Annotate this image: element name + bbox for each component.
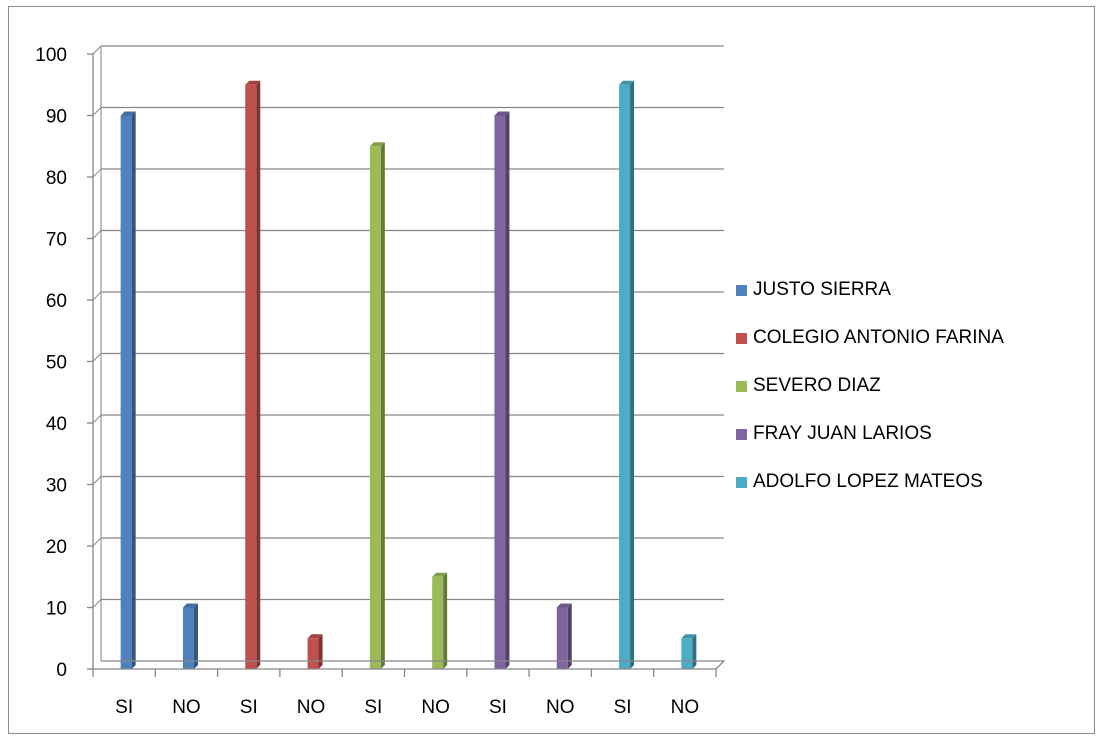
bar-5 <box>369 142 385 669</box>
legend-item-3: SEVERO DIAZ <box>736 362 1004 410</box>
tick-labels: 0 10 20 30 40 50 60 70 80 90 100 SI NO SI NO SI NO SI NO SI… <box>35 45 699 718</box>
y-tick-label-90: 90 <box>46 107 67 128</box>
x-tick-label-1: SI <box>115 697 133 718</box>
x-tick-label-3: SI <box>240 697 258 718</box>
gridline-depth-60 <box>92 291 102 301</box>
x-tick-label-6: NO <box>421 697 450 718</box>
y-tick-label-20: 20 <box>46 537 67 558</box>
y-tick-label-40: 40 <box>46 414 67 435</box>
y-tick-label-0: 0 <box>56 660 67 681</box>
bar-9 <box>619 80 635 669</box>
gridline-depth-90 <box>92 107 102 116</box>
legend-item-2: COLEGIO ANTONIO FARINA <box>736 314 1004 362</box>
gridline-depth-50 <box>92 353 102 362</box>
gridline-depth-10 <box>92 599 102 608</box>
bar-2 <box>182 603 198 669</box>
gridline-depth-80 <box>92 168 102 178</box>
y-tick-label-80: 80 <box>46 168 67 189</box>
bar-1 <box>120 111 136 669</box>
bar-3 <box>245 80 261 669</box>
bar-10 <box>681 634 697 669</box>
x-tick-label-2: NO <box>172 697 201 718</box>
gridline-depth-40 <box>92 414 102 424</box>
x-tick-label-8: NO <box>546 697 575 718</box>
legend: JUSTO SIERRA COLEGIO ANTONIO FARINA SEVE… <box>736 266 1004 506</box>
bar-6 <box>432 572 448 669</box>
gridline-depth-70 <box>92 230 102 239</box>
x-tick-label-4: NO <box>297 697 326 718</box>
legend-item-1: JUSTO SIERRA <box>736 266 1004 314</box>
legend-swatch-5 <box>736 476 747 488</box>
legend-swatch-1 <box>736 284 747 296</box>
x-tick-label-9: SI <box>614 697 632 718</box>
legend-label-5: ADOLFO LOPEZ MATEOS <box>753 471 983 492</box>
y-tick-label-30: 30 <box>46 476 67 497</box>
bar-7 <box>494 111 510 669</box>
x-tick-label-5: SI <box>364 697 382 718</box>
legend-label-4: FRAY JUAN LARIOS <box>753 423 932 444</box>
legend-label-3: SEVERO DIAZ <box>753 375 881 396</box>
gridline-depth-100 <box>92 45 102 55</box>
gridline-depth-20 <box>92 537 102 547</box>
axes <box>87 46 726 677</box>
y-tick-label-70: 70 <box>46 230 67 251</box>
y-tick-label-60: 60 <box>46 291 67 312</box>
y-tick-label-10: 10 <box>46 599 67 620</box>
x-tick-label-10: NO <box>671 697 700 718</box>
legend-swatch-4 <box>736 428 747 440</box>
y-tick-label-50: 50 <box>46 353 67 374</box>
gridline-depth-30 <box>92 476 102 485</box>
legend-label-2: COLEGIO ANTONIO FARINA <box>753 327 1004 348</box>
y-tick-label-100: 100 <box>35 45 67 66</box>
bar-8 <box>556 603 572 669</box>
legend-swatch-2 <box>736 332 747 344</box>
legend-item-5: ADOLFO LOPEZ MATEOS <box>736 458 1004 506</box>
bar-4 <box>307 634 323 669</box>
legend-swatch-3 <box>736 380 747 392</box>
bars <box>120 80 697 669</box>
legend-label-1: JUSTO SIERRA <box>753 279 891 300</box>
legend-item-4: FRAY JUAN LARIOS <box>736 410 1004 458</box>
x-tick-label-7: SI <box>489 697 507 718</box>
